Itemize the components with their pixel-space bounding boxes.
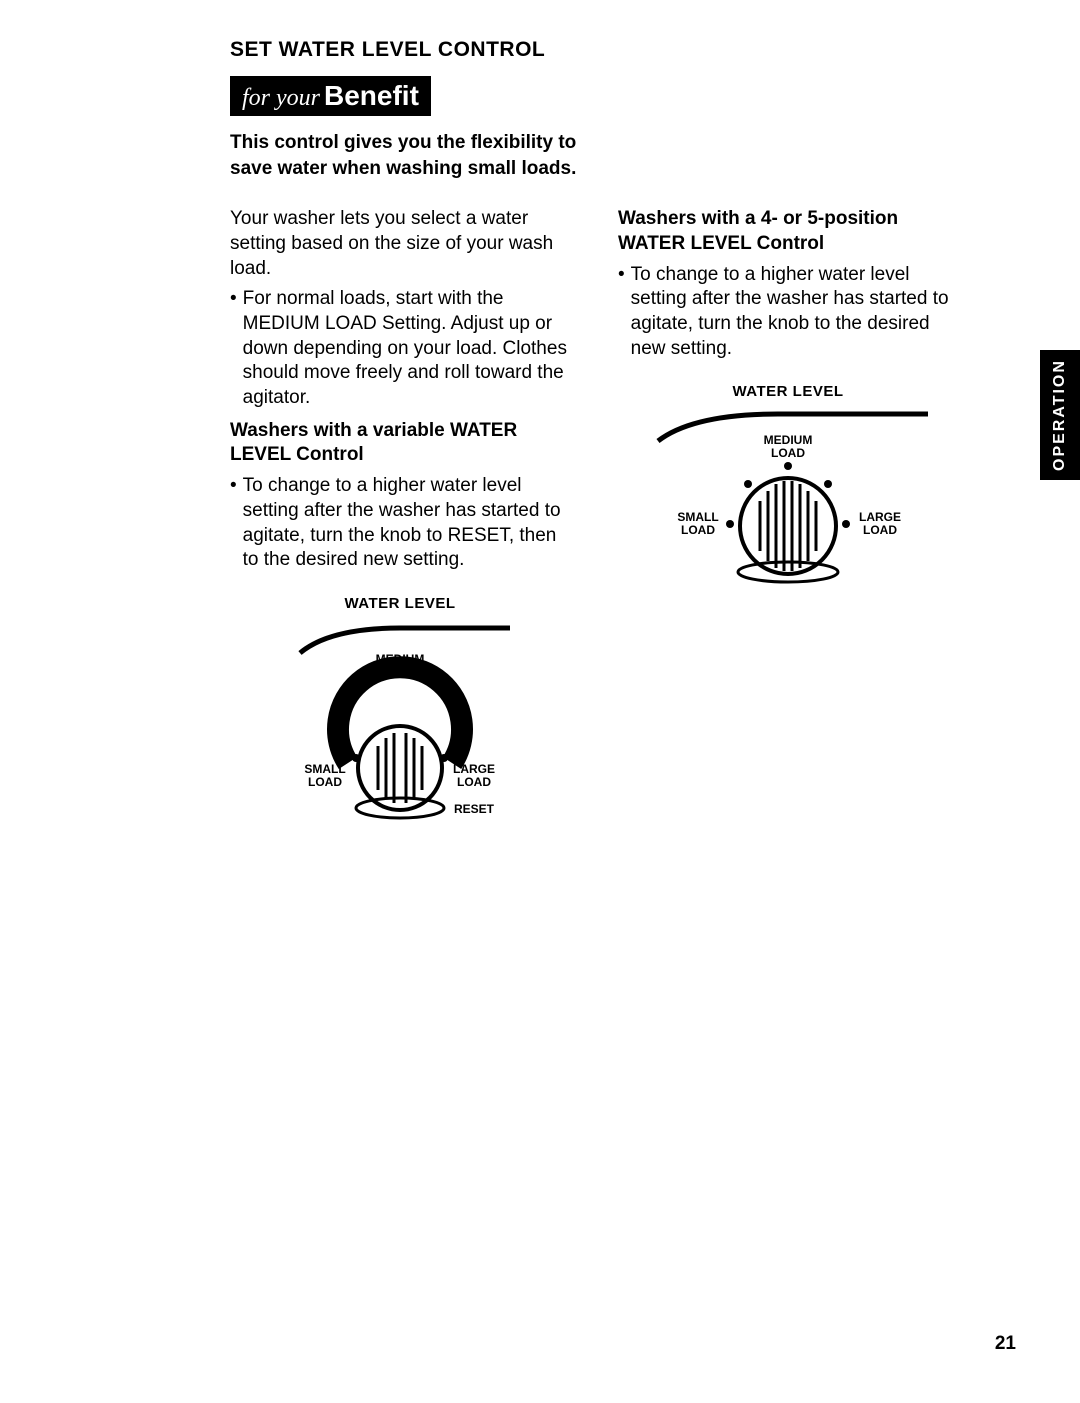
intro-text: This control gives you the flexibility t… [230, 130, 590, 181]
section-title: SET WATER LEVEL CONTROL [230, 38, 1020, 62]
svg-text:MEDIUM: MEDIUM [376, 652, 425, 666]
svg-text:LOAD: LOAD [383, 665, 417, 679]
bullet-text: To change to a higher water level settin… [243, 474, 570, 573]
bullet-icon: • [230, 474, 237, 573]
position-dial-diagram: MEDIUM LOAD SMALL LOAD LARGE LOAD [638, 406, 938, 606]
svg-text:MEDIUM: MEDIUM [764, 433, 813, 447]
variable-dial-diagram: MEDIUM LOAD SMALL LOAD LARGE LOAD RESET [270, 618, 530, 828]
right-dial-section: WATER LEVEL [618, 383, 958, 611]
svg-text:LOAD: LOAD [863, 523, 897, 537]
bullet-icon: • [618, 263, 625, 362]
svg-text:LOAD: LOAD [457, 775, 491, 789]
svg-text:LARGE: LARGE [453, 762, 495, 776]
right-dial-title: WATER LEVEL [618, 383, 958, 400]
svg-text:SMALL: SMALL [677, 510, 718, 524]
benefit-prefix: for your [242, 85, 320, 111]
benefit-badge: for yourBenefit [230, 76, 431, 116]
bullet-icon: • [230, 287, 237, 410]
left-bullet-2: • To change to a higher water level sett… [230, 474, 570, 573]
section-tab-operation: OPERATION [1040, 350, 1080, 480]
left-column: Your washer lets you select a water sett… [230, 207, 570, 833]
page-number: 21 [995, 1333, 1016, 1355]
right-subheading-1: Washers with a 4- or 5-position WATER LE… [618, 207, 958, 256]
bullet-text: To change to a higher water level settin… [631, 263, 958, 362]
svg-text:LOAD: LOAD [771, 446, 805, 460]
bullet-text: For normal loads, start with the MEDIUM … [243, 287, 570, 410]
right-column: Washers with a 4- or 5-position WATER LE… [618, 207, 958, 833]
left-paragraph-1: Your washer lets you select a water sett… [230, 207, 570, 281]
two-column-layout: Your washer lets you select a water sett… [230, 207, 1020, 833]
left-dial-section: WATER LEVEL [230, 595, 570, 833]
svg-text:LOAD: LOAD [681, 523, 715, 537]
right-bullet-1: • To change to a higher water level sett… [618, 263, 958, 362]
left-subheading-1: Washers with a variable WATER LEVEL Cont… [230, 419, 570, 468]
benefit-word: Benefit [324, 80, 419, 111]
left-dial-title: WATER LEVEL [230, 595, 570, 612]
svg-text:LARGE: LARGE [859, 510, 901, 524]
svg-text:SMALL: SMALL [304, 762, 345, 776]
svg-text:RESET: RESET [454, 802, 495, 816]
left-bullet-1: • For normal loads, start with the MEDIU… [230, 287, 570, 410]
svg-text:LOAD: LOAD [308, 775, 342, 789]
